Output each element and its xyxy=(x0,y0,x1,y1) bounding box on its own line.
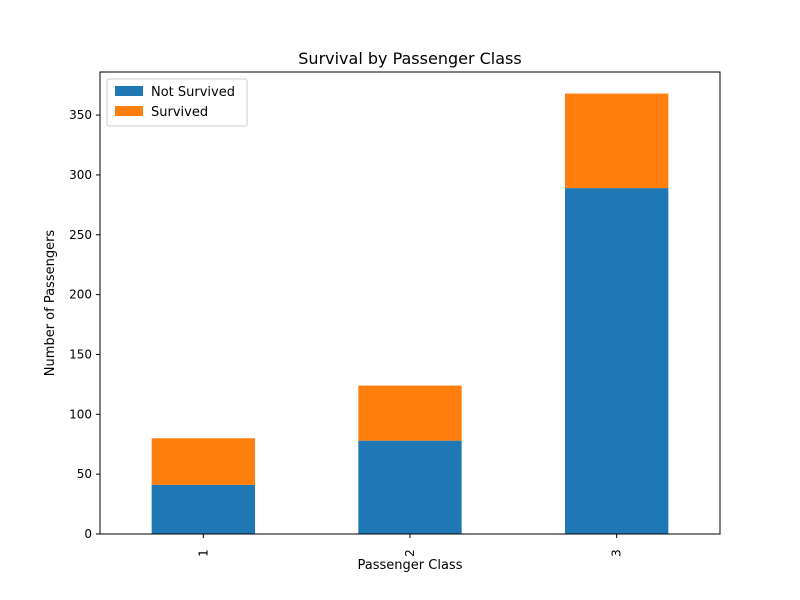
plot-frame xyxy=(99,71,721,535)
x-axis-label: Passenger Class xyxy=(358,558,463,573)
y-tick-label: 250 xyxy=(69,228,92,242)
legend-label-not-survived: Not Survived xyxy=(151,85,235,100)
axes-layer: 1 2 3 0 50 100 150 200 250 300 350 xyxy=(69,71,721,557)
y-axis-label: Number of Passengers xyxy=(43,230,58,377)
bar-not-survived-class-3 xyxy=(565,188,669,534)
y-tick-label: 350 xyxy=(69,108,92,122)
y-tick-label: 100 xyxy=(69,407,92,421)
legend-swatch-not-survived xyxy=(115,86,143,96)
legend-label-survived: Survived xyxy=(151,105,208,120)
y-tick-label: 0 xyxy=(84,527,92,541)
x-tick-label: 1 xyxy=(196,549,210,557)
bar-not-survived-class-1 xyxy=(151,484,255,534)
x-tick-label: 2 xyxy=(403,549,417,557)
y-tick-label: 150 xyxy=(69,347,92,361)
bar-not-survived-class-2 xyxy=(358,440,462,534)
legend-swatch-survived xyxy=(115,106,143,116)
y-tick-label: 300 xyxy=(69,168,92,182)
bar-survived-class-2 xyxy=(358,385,462,441)
y-tick-label: 50 xyxy=(77,467,92,481)
bars-layer xyxy=(151,93,669,534)
legend: Not Survived Survived xyxy=(106,78,248,127)
y-tick-label: 200 xyxy=(69,288,92,302)
chart-title: Survival by Passenger Class xyxy=(298,49,521,68)
bar-survived-class-1 xyxy=(151,438,255,485)
x-tick-label: 3 xyxy=(610,549,624,557)
bar-survived-class-3 xyxy=(565,93,669,189)
